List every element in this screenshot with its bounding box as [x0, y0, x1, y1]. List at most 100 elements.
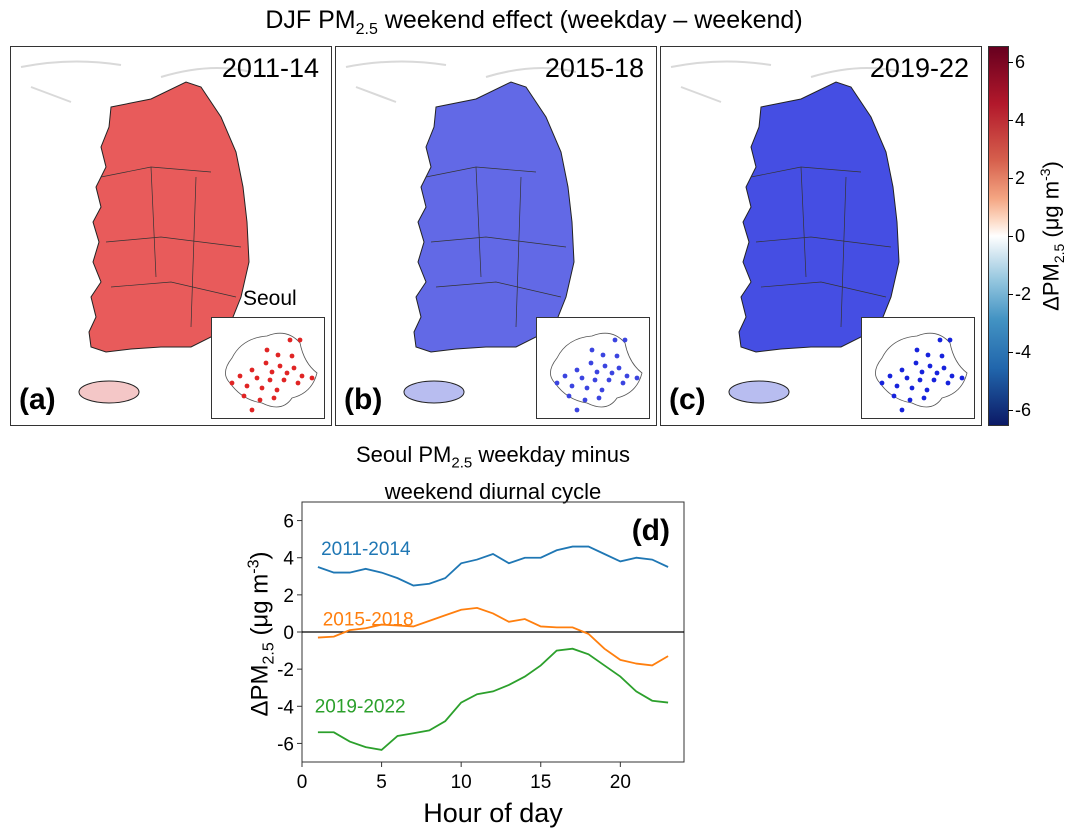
seoul-inset — [211, 317, 325, 419]
period-label: 2015-18 — [544, 53, 644, 83]
station-marker — [909, 385, 915, 391]
y-tick-label: -2 — [277, 660, 294, 681]
x-tick-label: 0 — [297, 772, 308, 793]
station-marker — [609, 370, 615, 376]
station-marker — [259, 385, 265, 391]
x-tick-label: 20 — [610, 772, 631, 793]
period-label: 2011-14 — [221, 53, 319, 83]
station-marker — [589, 347, 595, 353]
colorbar-tick-label: -2 — [1015, 284, 1032, 305]
station-marker — [284, 370, 290, 376]
period-label: 2019-22 — [869, 53, 969, 83]
series-line — [317, 606, 669, 667]
panel-label: (b) — [344, 383, 383, 416]
station-marker — [914, 347, 920, 353]
station-marker — [249, 407, 255, 413]
station-marker — [939, 353, 945, 359]
colorbar-tick-label: -6 — [1015, 400, 1032, 421]
station-marker — [562, 373, 568, 379]
colorbar — [988, 46, 1009, 426]
seoul-outline — [550, 332, 643, 413]
station-marker — [899, 407, 905, 413]
seoul-inset — [861, 317, 975, 419]
station-marker — [244, 383, 250, 389]
map-panel-c: 2019-22 (c) — [660, 46, 982, 426]
series-line — [317, 545, 669, 587]
station-marker — [634, 375, 640, 381]
station-marker — [907, 397, 913, 403]
station-marker — [267, 377, 273, 383]
station-marker — [941, 365, 947, 371]
station-marker — [249, 367, 255, 373]
station-marker — [274, 387, 280, 393]
station-marker — [289, 353, 295, 359]
station-marker — [612, 337, 618, 343]
station-marker — [287, 337, 293, 343]
y-tick-label: 6 — [283, 512, 294, 533]
station-marker — [924, 387, 930, 393]
colorbar-tick — [1008, 119, 1013, 121]
station-marker — [592, 377, 598, 383]
colorbar-tick — [1008, 294, 1013, 296]
station-marker — [606, 377, 612, 383]
station-marker — [894, 383, 900, 389]
x-tick-label: 10 — [451, 772, 472, 793]
inset-label: Seoul — [243, 287, 297, 310]
station-marker — [947, 337, 953, 343]
y-axis-title: ΔPM2.5 (μg m-3) — [245, 551, 278, 717]
station-marker — [934, 370, 940, 376]
map-korea — [670, 60, 902, 404]
station-marker — [913, 360, 919, 366]
station-marker — [616, 365, 622, 371]
station-marker — [579, 375, 585, 381]
station-marker — [263, 360, 269, 366]
station-marker — [614, 353, 620, 359]
panel-label: (d) — [632, 514, 670, 547]
station-marker — [569, 383, 575, 389]
line-chart: -6 -4 -2 0 2 4 6 0 5 10 15 20 2011-2014 2015-2018 2019… — [277, 501, 685, 793]
station-marker — [904, 375, 910, 381]
y-tick-label: 2 — [283, 586, 294, 607]
station-marker — [295, 380, 301, 386]
station-marker — [269, 369, 275, 375]
station-marker — [241, 393, 247, 399]
station-marker — [899, 367, 905, 373]
station-marker — [257, 397, 263, 403]
panel-label: (a) — [19, 383, 56, 416]
station-marker — [599, 387, 605, 393]
colorbar-title: ΔPM2.5 (μg m-3) — [1037, 161, 1067, 311]
station-marker — [582, 397, 588, 403]
station-marker — [584, 385, 590, 391]
station-marker — [949, 373, 955, 379]
y-tick-label: -4 — [277, 697, 294, 718]
map-korea — [345, 60, 577, 404]
station-marker — [624, 373, 630, 379]
figure-title: DJF PM2.5 weekend effect (weekday – week… — [265, 6, 803, 38]
station-marker — [917, 377, 923, 383]
station-marker — [299, 373, 305, 379]
station-marker — [271, 395, 277, 401]
station-marker — [945, 380, 951, 386]
station-marker — [622, 337, 628, 343]
station-marker — [879, 380, 885, 386]
colorbar-tick — [1008, 177, 1013, 179]
series-label: 2015-2018 — [323, 610, 414, 631]
colorbar-tick-label: -4 — [1015, 342, 1032, 363]
colorbar-tick — [1008, 61, 1013, 63]
y-tick-label: 4 — [283, 549, 294, 570]
station-marker — [931, 377, 937, 383]
station-marker — [596, 395, 602, 401]
seoul-outline — [225, 332, 318, 413]
station-marker — [959, 375, 965, 381]
colorbar-tick-label: 6 — [1015, 51, 1026, 72]
station-marker — [297, 337, 303, 343]
station-marker — [275, 352, 281, 358]
station-marker — [927, 363, 933, 369]
series-line — [317, 647, 669, 751]
chart-title: Seoul PM2.5 weekday minus weekend diurnal… — [356, 442, 630, 505]
colorbar-tick — [1008, 410, 1013, 412]
station-marker — [566, 393, 572, 399]
x-tick-label: 15 — [530, 772, 551, 793]
station-marker — [254, 375, 260, 381]
colorbar-tick-label: 2 — [1015, 167, 1026, 188]
